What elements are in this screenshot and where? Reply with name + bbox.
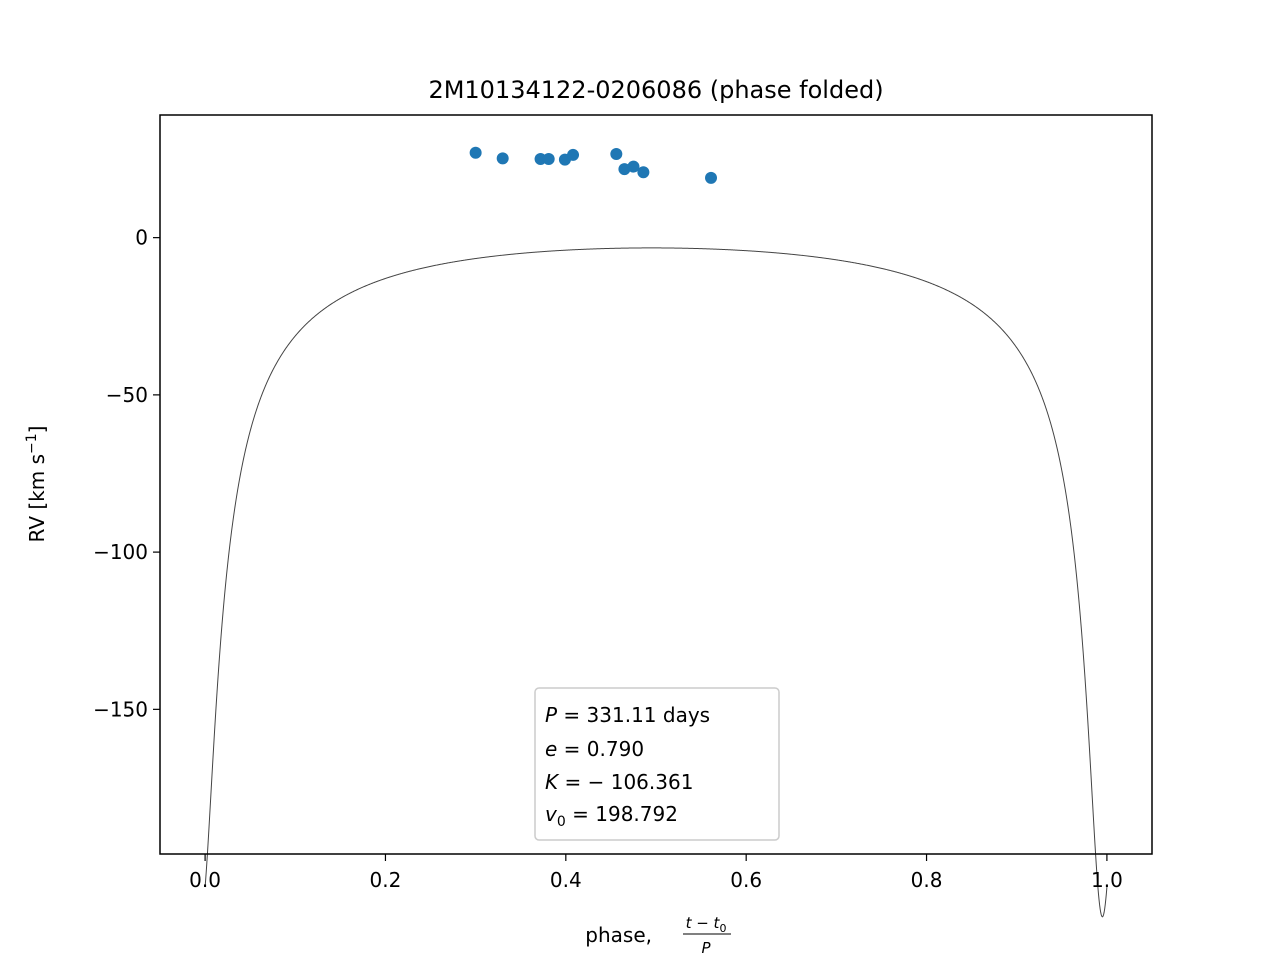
x-tick-label: 0.6	[730, 868, 762, 892]
annotation-semi-amplitude-var: K	[545, 770, 560, 794]
y-tick-label: 0	[135, 226, 148, 250]
annotation-systemic-velocity-value: = 198.792	[566, 802, 678, 826]
x-axis-label-numerator-main: t − t	[686, 914, 721, 932]
y-axis-label-main: RV [km s	[25, 454, 49, 543]
x-axis-label: phase,	[585, 923, 652, 947]
data-point	[637, 166, 650, 179]
x-tick-label: 0.2	[370, 868, 402, 892]
data-point	[567, 148, 580, 161]
annotation-period-value: = 331.11 days	[557, 703, 710, 727]
annotation-semi-amplitude-value: = − 106.361	[558, 770, 693, 794]
data-point	[705, 171, 718, 184]
annotation-semi-amplitude: K = − 106.361	[545, 770, 693, 794]
annotation-period-var: P	[545, 703, 558, 727]
y-axis-label-end: ]	[25, 426, 49, 434]
x-axis-label-denominator: P	[701, 939, 711, 957]
plot-area-frame	[159, 114, 1153, 855]
chart-title: 2M10134122-0206086 (phase folded)	[428, 76, 883, 104]
data-point	[542, 153, 555, 166]
annotation-eccentricity-value: = 0.790	[557, 737, 644, 761]
x-tick-label: 0.0	[189, 868, 221, 892]
y-tick-label: −50	[106, 383, 148, 407]
data-point	[627, 160, 640, 173]
chart-marks	[204, 146, 1108, 918]
annotation-period: P = 331.11 days	[545, 703, 710, 727]
y-axis-label: RV [km s−1]	[24, 426, 49, 543]
annotation-systemic-velocity-var: v	[545, 802, 558, 826]
data-point	[496, 152, 509, 165]
annotation-eccentricity: e = 0.790	[545, 737, 644, 761]
annotation-systemic-velocity-sub: 0	[557, 814, 566, 830]
y-tick-label: −150	[93, 697, 148, 721]
model-curve	[204, 247, 1108, 918]
annotation-systemic-velocity: v0 = 198.792	[545, 802, 678, 830]
x-tick-label: 0.8	[911, 868, 943, 892]
annotation-frame	[534, 687, 780, 841]
annotation-eccentricity-var: e	[545, 737, 557, 761]
x-tick-label: 0.4	[550, 868, 582, 892]
x-axis-label-numerator-sub: 0	[719, 922, 726, 935]
data-point	[618, 163, 631, 176]
y-tick-label: −100	[93, 540, 148, 564]
x-tick-label: 1.0	[1091, 868, 1123, 892]
y-axis-label-sup: −1	[24, 433, 40, 454]
parameter-annotation-box: P = 331.11 days e = 0.790 K = − 106.361 …	[534, 687, 780, 841]
x-axis-label-numerator: t − t0	[686, 914, 727, 935]
data-point	[610, 147, 623, 160]
data-point	[469, 146, 482, 159]
